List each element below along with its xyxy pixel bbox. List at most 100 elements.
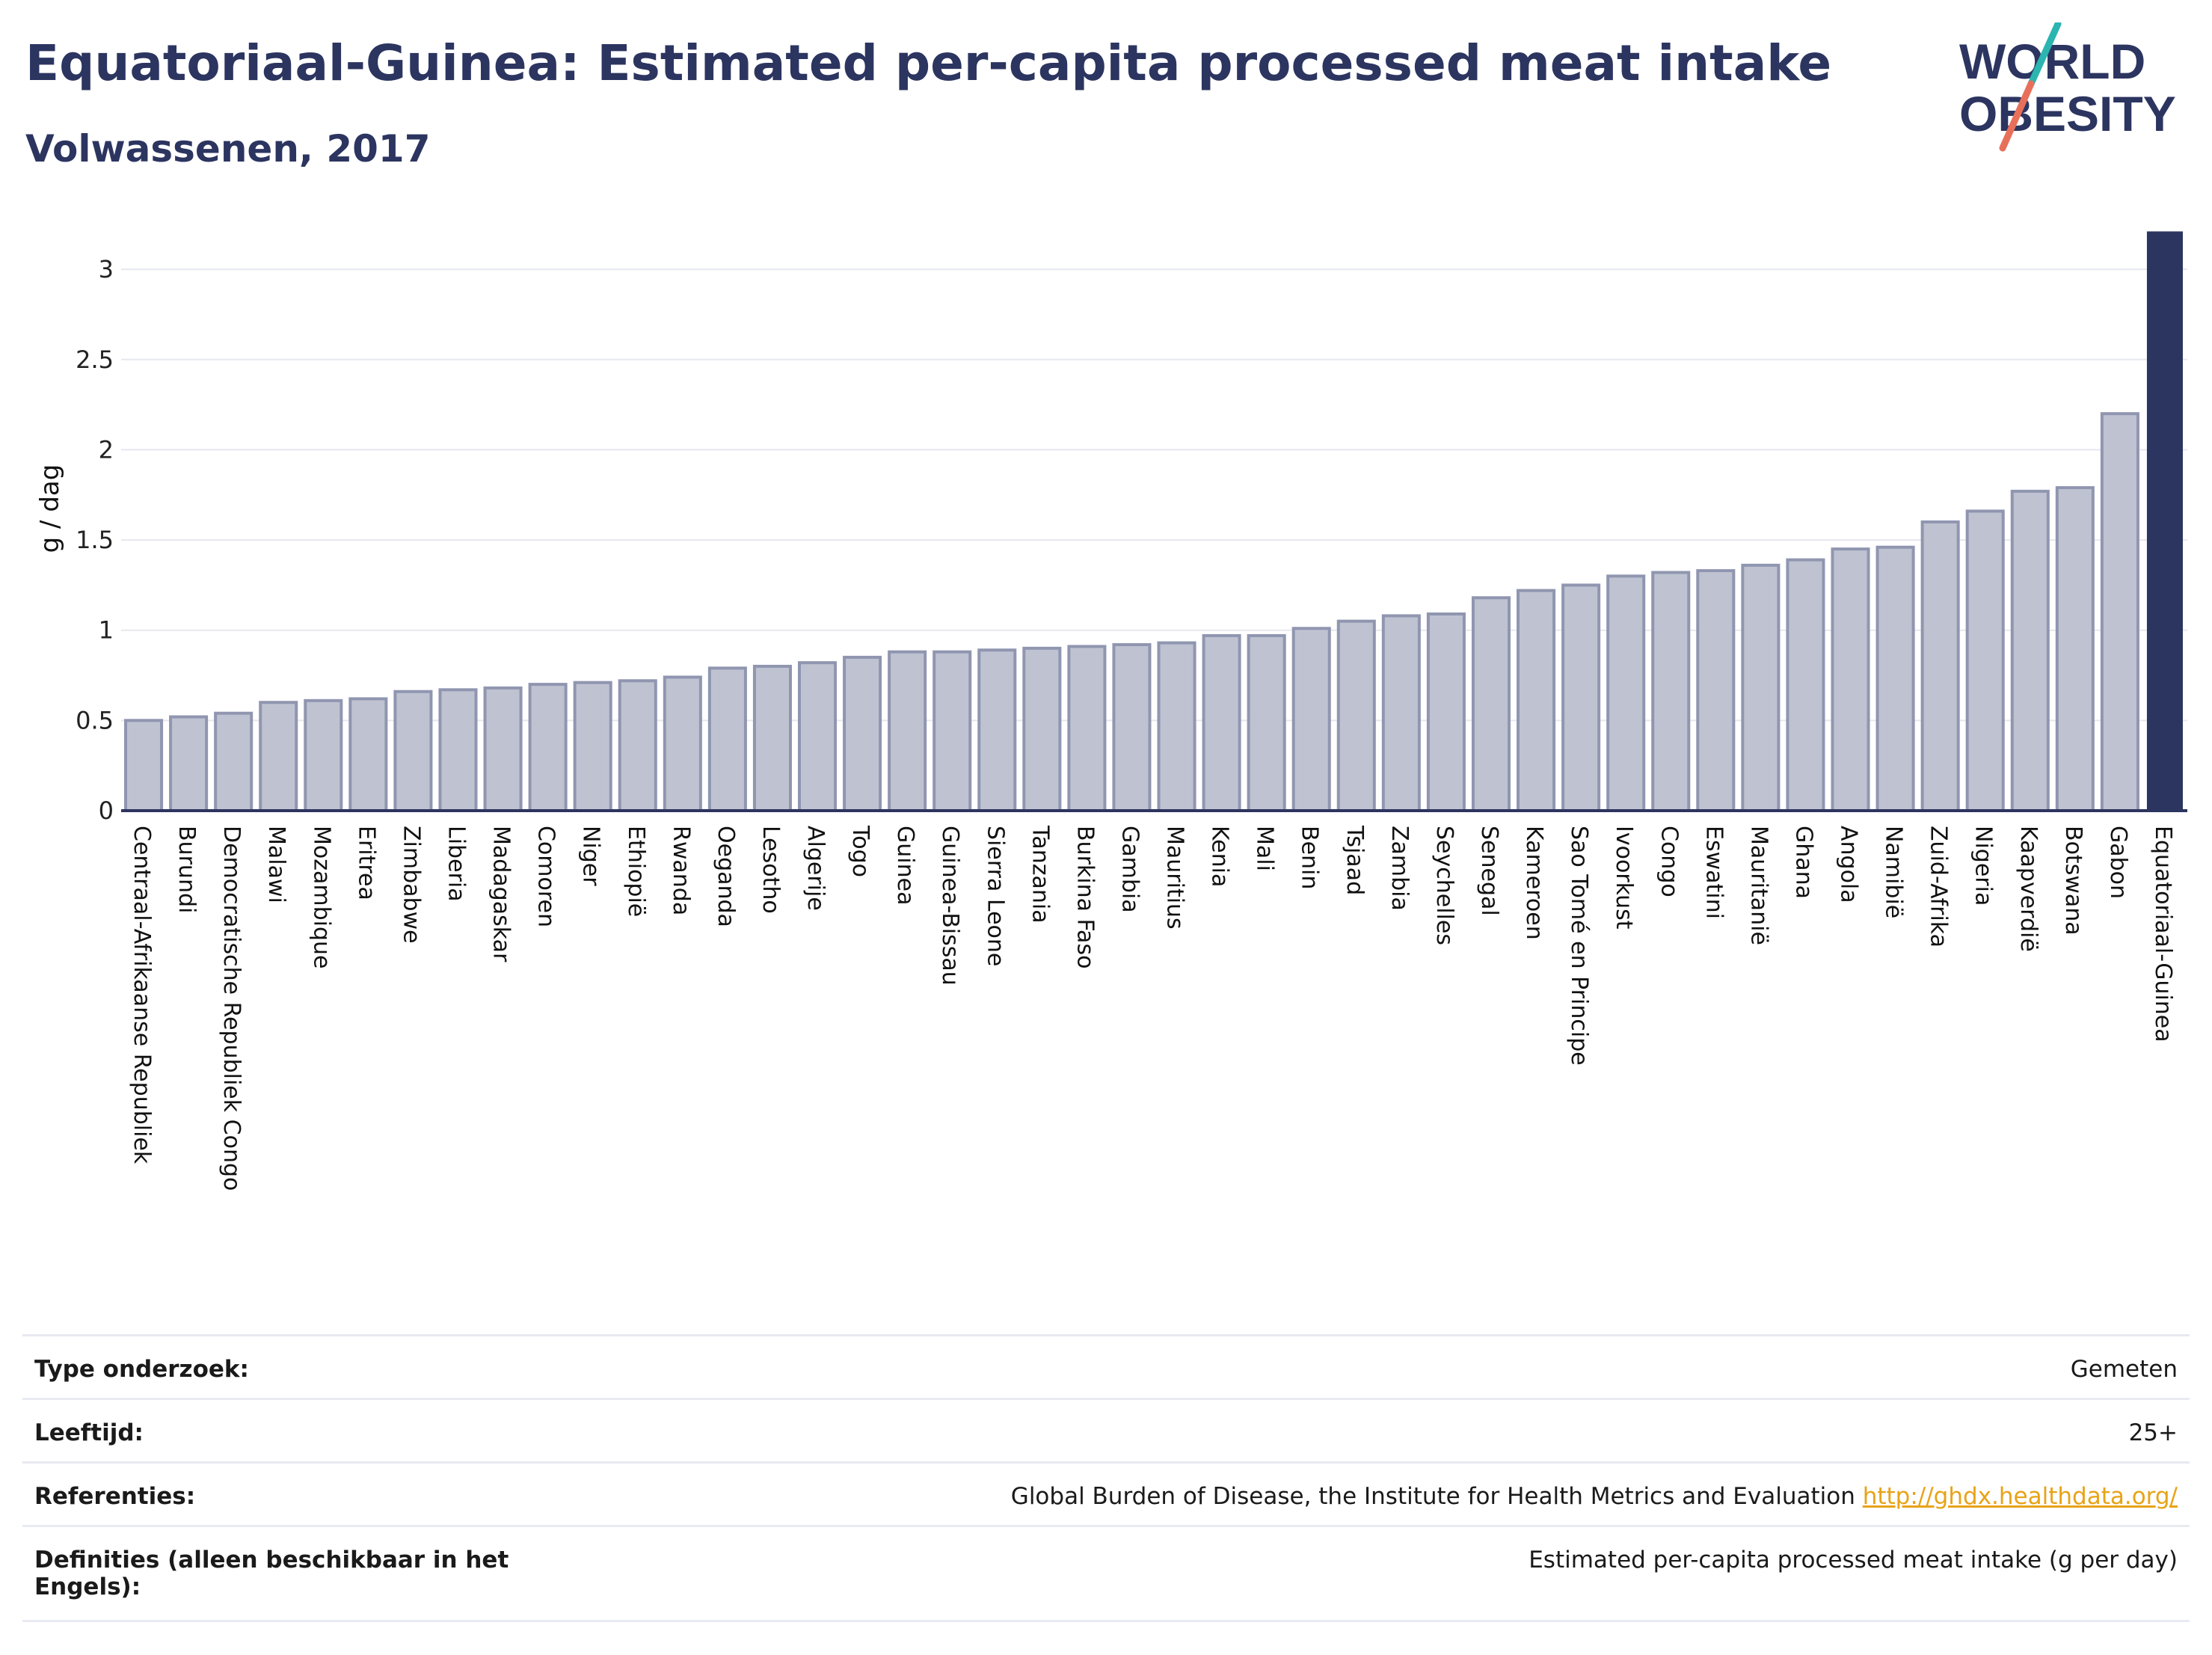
- bar[interactable]: [618, 679, 657, 812]
- y-tick-label: 3: [99, 255, 114, 283]
- y-axis-ticks: 0 0.5 1 1.5 2 2.5 3: [76, 255, 114, 825]
- bar[interactable]: [1336, 619, 1376, 813]
- x-tick-label: Rwanda: [668, 826, 694, 915]
- x-tick-label: Comoren: [533, 826, 559, 927]
- x-tick-label: Eswatini: [1701, 826, 1727, 919]
- x-tick-label: Zimbabwe: [398, 826, 424, 944]
- x-tick-label: Democratische Republiek Congo: [218, 826, 245, 1191]
- x-tick-label: Centraal-Afrikaanse Republiek: [129, 826, 155, 1164]
- bar[interactable]: [888, 650, 927, 812]
- bar[interactable]: [1965, 509, 2005, 813]
- bar[interactable]: [2146, 231, 2183, 811]
- x-tick-label: Mozambique: [308, 826, 334, 968]
- x-tick-label: Ghana: [1790, 826, 1816, 899]
- x-tick-label: Lesotho: [758, 826, 784, 914]
- info-value: 25+: [2129, 1419, 2178, 1446]
- bar[interactable]: [1875, 545, 1915, 813]
- x-axis-labels: Centraal-Afrikaanse Republiek Burundi Demo…: [129, 825, 2176, 1191]
- bar[interactable]: [752, 664, 792, 813]
- info-label: Type onderzoek:: [34, 1356, 249, 1383]
- info-value: Global Burden of Disease, the Institute …: [1011, 1483, 2178, 1510]
- x-tick-label: Togo: [847, 825, 873, 877]
- bar[interactable]: [1381, 614, 1421, 812]
- x-tick-label: Sierra Leone: [982, 826, 1008, 966]
- x-tick-label: Gabon: [2105, 826, 2131, 899]
- x-tick-label: Zambia: [1386, 826, 1413, 911]
- bar[interactable]: [1741, 563, 1781, 812]
- bar[interactable]: [1291, 627, 1331, 812]
- bar[interactable]: [348, 697, 388, 812]
- x-tick-label: Zuid-Afrika: [1926, 826, 1952, 948]
- bar[interactable]: [1606, 574, 1646, 812]
- bar[interactable]: [2055, 486, 2095, 812]
- bar[interactable]: [1517, 589, 1556, 812]
- bar[interactable]: [169, 715, 209, 812]
- x-tick-label: Nigeria: [1970, 826, 1997, 906]
- bar[interactable]: [843, 655, 882, 813]
- x-tick-label: Namibië: [1881, 826, 1907, 918]
- bar[interactable]: [573, 681, 612, 812]
- bar[interactable]: [933, 650, 972, 812]
- x-tick-label: Kenia: [1207, 826, 1233, 887]
- info-value-text: Gemeten: [2070, 1356, 2178, 1383]
- bar[interactable]: [797, 661, 838, 812]
- info-row: Definities (alleen beschikbaar in het En…: [22, 1525, 2190, 1622]
- info-value-text: Estimated per-capita processed meat inta…: [1529, 1547, 2178, 1573]
- x-tick-label: Oeganda: [713, 826, 739, 927]
- bar[interactable]: [1561, 583, 1601, 812]
- x-tick-label: Niger: [578, 826, 604, 886]
- bar[interactable]: [124, 719, 164, 812]
- bar[interactable]: [1831, 547, 1870, 812]
- bar[interactable]: [1786, 558, 1825, 813]
- x-tick-label: Angola: [1836, 826, 1862, 903]
- bars: [124, 231, 2183, 813]
- info-label: Leeftijd:: [34, 1419, 144, 1446]
- info-value-text: Global Burden of Disease, the Institute …: [1010, 1483, 1855, 1510]
- bar[interactable]: [1112, 643, 1152, 813]
- x-tick-label: Senegal: [1476, 826, 1502, 916]
- bar[interactable]: [1247, 633, 1286, 813]
- bar[interactable]: [259, 701, 298, 812]
- bar[interactable]: [438, 688, 478, 812]
- info-row: Type onderzoek: Gemeten: [22, 1334, 2190, 1398]
- bar[interactable]: [707, 666, 747, 812]
- info-value: Gemeten: [2071, 1356, 2178, 1383]
- x-tick-label: Guinea-Bissau: [937, 826, 963, 986]
- world-obesity-logo: WORLD OBESITY: [1959, 22, 2176, 152]
- x-tick-label: Burundi: [173, 826, 200, 913]
- x-tick-label: Equatoriaal-Guinea: [2150, 826, 2176, 1043]
- bar[interactable]: [1651, 571, 1691, 812]
- bar[interactable]: [1471, 596, 1511, 812]
- bar[interactable]: [977, 648, 1017, 812]
- x-tick-label: Kameroen: [1521, 826, 1547, 940]
- x-tick-label: Mali: [1252, 826, 1278, 871]
- bar[interactable]: [1022, 646, 1062, 813]
- y-axis-title: g / dag: [35, 464, 65, 553]
- bar[interactable]: [393, 690, 433, 812]
- bar[interactable]: [663, 675, 702, 812]
- x-tick-label: Liberia: [443, 826, 469, 902]
- bar[interactable]: [1067, 645, 1107, 812]
- x-tick-label: Eritrea: [353, 826, 379, 900]
- bar[interactable]: [2010, 489, 2050, 812]
- bar[interactable]: [528, 683, 568, 813]
- logo-word-obesity: OBESITY: [1959, 86, 2176, 141]
- bar[interactable]: [304, 698, 343, 812]
- bar[interactable]: [1426, 612, 1466, 812]
- y-tick-label: 2.5: [76, 346, 114, 374]
- reference-link[interactable]: http://ghdx.healthdata.org/: [1862, 1483, 2178, 1510]
- chart-title: Equatoriaal-Guinea: Estimated per-capita…: [25, 34, 1832, 92]
- logo-slash-coral: [1999, 80, 2035, 152]
- bar[interactable]: [483, 686, 523, 813]
- info-value-text: 25+: [2128, 1419, 2178, 1446]
- bar[interactable]: [1696, 569, 1736, 812]
- info-label: Definities (alleen beschikbaar in het En…: [34, 1547, 509, 1600]
- bar[interactable]: [1157, 641, 1196, 812]
- bar[interactable]: [1202, 633, 1241, 813]
- bar[interactable]: [1920, 520, 1960, 812]
- x-tick-label: Madagaskar: [488, 826, 514, 962]
- x-tick-label: Congo: [1656, 826, 1682, 897]
- bar[interactable]: [214, 711, 254, 812]
- x-tick-label: Burkina Faso: [1072, 826, 1098, 968]
- bar[interactable]: [2100, 412, 2139, 812]
